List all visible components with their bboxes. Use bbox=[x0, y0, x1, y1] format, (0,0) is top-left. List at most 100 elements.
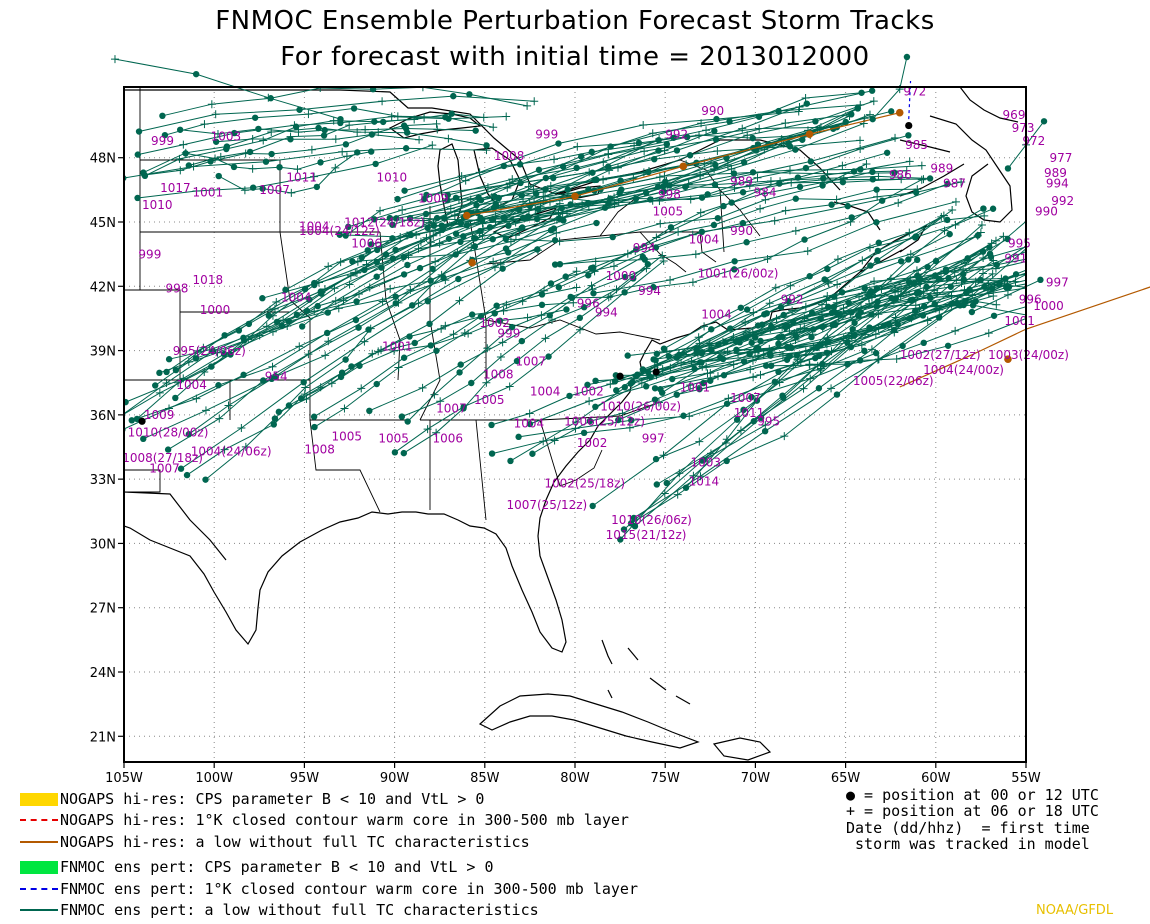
track-point-00-12z bbox=[444, 191, 451, 199]
legend-item-nogaps-low: NOGAPS hi-res: a low without full TC cha… bbox=[20, 832, 530, 852]
track-point-00-12z bbox=[616, 189, 623, 197]
pressure-label: 1010(26/06z) bbox=[611, 513, 692, 527]
track-point-06-18z bbox=[923, 316, 932, 325]
pressure-label: 1004 bbox=[514, 417, 545, 431]
track-point-00-12z bbox=[555, 284, 563, 291]
track-line bbox=[476, 165, 922, 206]
lon-tick-label: 55W bbox=[1011, 771, 1041, 786]
track-point-00-12z bbox=[373, 380, 380, 388]
track-point-06-18z bbox=[785, 166, 794, 175]
track-point-06-18z bbox=[905, 157, 914, 166]
track-point-00-12z bbox=[861, 347, 868, 355]
track-point-06-18z bbox=[618, 409, 627, 418]
track-point-06-18z bbox=[248, 135, 257, 144]
track-point-00-12z bbox=[285, 402, 293, 409]
track-point-06-18z bbox=[833, 280, 842, 289]
track-point-00-12z bbox=[722, 339, 729, 346]
track-point-06-18z bbox=[211, 110, 220, 119]
track-point-06-18z bbox=[729, 360, 738, 369]
track-point-00-12z bbox=[368, 131, 376, 138]
track-point-00-12z bbox=[373, 273, 380, 280]
track-point-00-12z bbox=[883, 149, 891, 156]
pressure-label: 989 bbox=[930, 162, 953, 176]
track-point-00-12z bbox=[914, 256, 921, 264]
track-point-00-12z bbox=[1040, 118, 1048, 125]
track-point-06-18z bbox=[857, 341, 866, 350]
track-point-00-12z bbox=[404, 261, 411, 269]
track-point-00-12z bbox=[986, 244, 993, 251]
track-point-00-12z bbox=[262, 158, 270, 165]
track-point-00-12z bbox=[542, 185, 549, 193]
pressure-label: 1005 bbox=[331, 430, 362, 444]
track-point-06-18z bbox=[652, 233, 661, 242]
track-point-00-12z bbox=[128, 417, 135, 424]
key-date-label: Date (dd/hhz) = first time bbox=[846, 819, 1090, 837]
track-point-00-12z bbox=[402, 145, 410, 152]
track-point-00-12z bbox=[580, 304, 588, 311]
track-point-00-12z bbox=[1002, 275, 1009, 282]
track-point-06-18z bbox=[940, 226, 949, 235]
track-point-00-12z bbox=[297, 395, 305, 402]
track-point-00-12z bbox=[215, 172, 222, 180]
track-point-00-12z bbox=[796, 183, 804, 191]
pressure-label: 969 bbox=[1003, 108, 1026, 122]
lat-tick-label: 45N bbox=[90, 216, 116, 231]
track-point-06-18z bbox=[919, 175, 928, 184]
track-point-06-18z bbox=[508, 175, 517, 184]
track-point-06-18z bbox=[441, 276, 450, 285]
track-point-06-18z bbox=[455, 296, 464, 305]
track-line bbox=[474, 137, 896, 239]
pressure-label: 1003 bbox=[211, 130, 242, 144]
track-point-06-18z bbox=[331, 135, 340, 144]
track-point-00-12z bbox=[749, 134, 756, 142]
track-point-00-12z bbox=[861, 285, 869, 292]
track-point-06-18z bbox=[873, 192, 882, 201]
track-point-06-18z bbox=[654, 398, 663, 407]
genesis-point bbox=[616, 372, 624, 380]
track-point-00-12z bbox=[260, 377, 267, 384]
track-point-06-18z bbox=[788, 306, 797, 315]
track-point-06-18z bbox=[483, 344, 492, 353]
track-point-00-12z bbox=[839, 178, 847, 186]
track-point-06-18z bbox=[248, 164, 257, 173]
track-point-00-12z bbox=[441, 215, 448, 222]
pressure-label: 1004 bbox=[530, 385, 561, 399]
track-point-00-12z bbox=[245, 320, 253, 328]
track-point-06-18z bbox=[436, 397, 445, 406]
track-point-00-12z bbox=[496, 317, 504, 324]
track-point-06-18z bbox=[625, 423, 634, 432]
track-point-06-18z bbox=[423, 425, 432, 434]
track-point-06-18z bbox=[612, 285, 621, 294]
track-point-00-12z bbox=[812, 354, 819, 362]
track-point-06-18z bbox=[1030, 245, 1038, 253]
track-point-06-18z bbox=[200, 367, 209, 376]
legend-item-nogaps-warm-core: NOGAPS hi-res: 1°K closed contour warm c… bbox=[20, 810, 629, 830]
track-point-06-18z bbox=[749, 373, 758, 382]
pressure-label: 991 bbox=[1004, 252, 1027, 266]
track-point-00-12z bbox=[235, 327, 243, 334]
pressure-label: 1002 bbox=[479, 316, 510, 330]
track-point-00-12z bbox=[460, 233, 467, 240]
track-point-06-18z bbox=[555, 237, 564, 246]
track-point-00-12z bbox=[744, 306, 751, 313]
lon-tick-label: 90W bbox=[380, 771, 410, 786]
track-point-06-18z bbox=[324, 262, 333, 271]
track-point-00-12z bbox=[567, 201, 574, 208]
track-point-00-12z bbox=[653, 350, 661, 358]
nogaps-track-point bbox=[571, 192, 579, 201]
track-point-00-12z bbox=[905, 256, 912, 263]
track-point-00-12z bbox=[349, 258, 356, 265]
track-point-06-18z bbox=[614, 163, 623, 172]
track-point-00-12z bbox=[897, 258, 905, 265]
track-point-06-18z bbox=[378, 297, 387, 306]
track-point-00-12z bbox=[400, 354, 408, 361]
track-point-00-12z bbox=[1038, 255, 1044, 261]
track-point-00-12z bbox=[578, 153, 585, 160]
pressure-label: 1003(24/00z) bbox=[988, 348, 1069, 362]
track-point-00-12z bbox=[663, 479, 670, 487]
track-point-00-12z bbox=[424, 224, 431, 232]
pressure-label: 1008(27/18z) bbox=[122, 451, 203, 465]
track-point-06-18z bbox=[801, 93, 810, 102]
track-point-00-12z bbox=[265, 312, 273, 319]
